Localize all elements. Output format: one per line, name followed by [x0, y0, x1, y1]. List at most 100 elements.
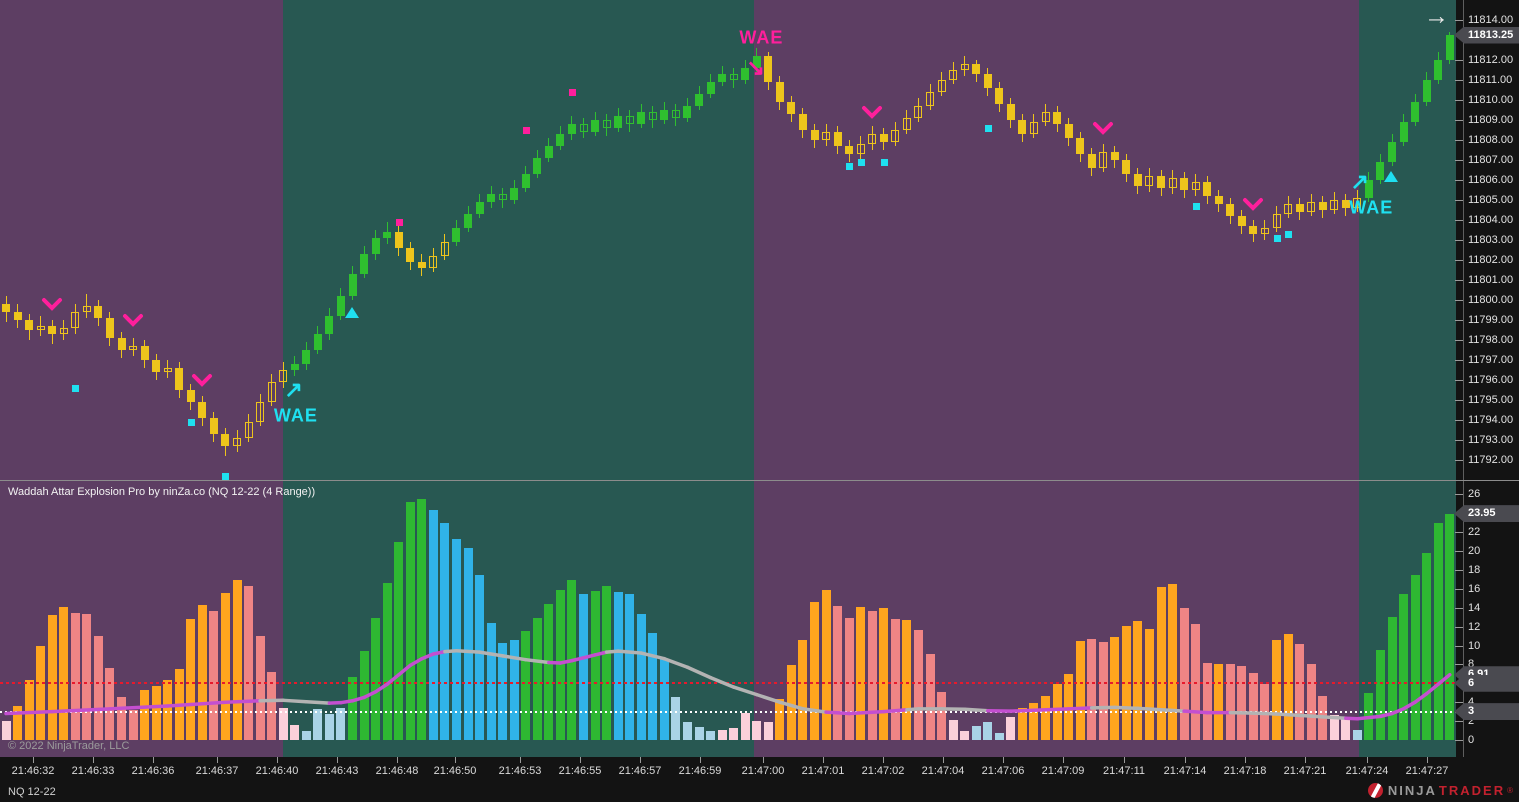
time-axis[interactable]	[0, 757, 1519, 802]
wae-histogram-bar	[278, 707, 288, 740]
wae-histogram-bar	[105, 668, 115, 740]
wae-histogram-bar	[405, 501, 415, 740]
brand-trader-text: TRADER	[1438, 783, 1506, 798]
ninjatrader-logo-icon	[1367, 783, 1383, 798]
candle-body	[879, 134, 888, 142]
candle-body	[1364, 180, 1373, 198]
candle-body	[94, 306, 103, 318]
wae-histogram-bar	[301, 731, 311, 740]
candle-body	[152, 360, 161, 372]
candle-body	[648, 112, 657, 120]
wae-histogram-bar	[937, 691, 947, 740]
wae-histogram-bar	[1041, 695, 1050, 740]
candle-body	[1041, 112, 1050, 122]
price-tick-mark	[1455, 400, 1463, 401]
indicator-tick-mark	[1455, 532, 1463, 534]
wae-histogram-bar	[1295, 643, 1305, 740]
candle-body	[1122, 160, 1131, 174]
candle-wick	[132, 338, 134, 356]
wae-histogram-bar	[70, 613, 80, 740]
wae-histogram-bar	[1087, 638, 1097, 740]
candle-body	[1226, 204, 1235, 216]
candle-wick	[444, 234, 446, 260]
indicator-tick-label: 18	[1468, 563, 1481, 576]
candle-body	[1330, 200, 1339, 210]
candle-body	[510, 188, 519, 200]
candle-wick	[1102, 144, 1104, 172]
time-tick-mark	[1124, 757, 1125, 763]
candle-wick	[929, 84, 931, 110]
last-price-badge: 11813.25	[1454, 26, 1519, 44]
candle-body	[1341, 200, 1350, 208]
candle-body	[233, 438, 241, 446]
wae-histogram-bar	[1283, 634, 1293, 740]
price-tick-label: 11808.00	[1468, 134, 1514, 146]
candle-body	[175, 368, 184, 390]
candle-body	[140, 346, 149, 360]
time-tick-label: 21:47:27	[1405, 765, 1449, 777]
candle-body	[741, 68, 750, 80]
wae-histogram-bar	[579, 593, 588, 740]
candle-body	[718, 74, 727, 82]
wae-signal-label: WAE	[1349, 197, 1394, 218]
candle-body	[429, 256, 438, 268]
candle-body	[198, 402, 207, 418]
wae-histogram-bar	[775, 699, 785, 740]
indicator-panel[interactable]	[0, 481, 1456, 757]
candle-body	[221, 434, 230, 446]
candle-wick	[63, 320, 65, 340]
indicator-tick-mark	[1455, 607, 1463, 609]
time-tick-label: 21:46:43	[315, 765, 359, 777]
wae-histogram-bar	[983, 722, 993, 740]
candle-body	[1099, 152, 1108, 168]
candle-body	[163, 368, 172, 372]
price-tick-mark	[1455, 60, 1463, 61]
candle-body	[1284, 204, 1293, 214]
candle-body	[360, 254, 369, 274]
indicator-tick-label: 26	[1468, 488, 1481, 501]
wae-histogram-bar	[1306, 664, 1316, 740]
time-tick-mark	[1185, 757, 1186, 763]
time-tick-label: 21:46:48	[375, 765, 419, 777]
go-to-latest-arrow-icon[interactable]: →	[1424, 2, 1449, 30]
price-tick-mark	[1455, 180, 1463, 181]
candle-wick	[825, 124, 827, 146]
candle-body	[452, 228, 461, 242]
wae-histogram-bar	[648, 633, 658, 740]
deadzone-line	[0, 710, 1456, 713]
wae-histogram-bar	[810, 602, 819, 740]
candle-body	[937, 80, 946, 92]
price-tick-mark	[1455, 100, 1463, 101]
wae-histogram-bar	[1133, 620, 1143, 740]
wae-histogram-bar	[867, 610, 877, 740]
candle-body	[926, 92, 934, 106]
candle-body	[1307, 202, 1316, 212]
candle-wick	[1172, 170, 1174, 194]
copyright-label: © 2022 NinjaTrader, LLC	[8, 740, 130, 752]
indicator-tick-label: 12	[1468, 620, 1481, 633]
wae-histogram-bar	[1, 721, 11, 740]
wae-histogram-bar	[371, 618, 381, 740]
sell-signal-arrow-icon	[192, 374, 213, 387]
candle-wick	[282, 362, 284, 388]
price-tick-label: 11814.00	[1468, 14, 1514, 26]
wae-histogram-bar	[1248, 672, 1258, 740]
wae-histogram-bar	[694, 726, 704, 740]
candle-body	[671, 110, 680, 118]
price-tick-label: 11810.00	[1468, 94, 1514, 106]
candle-body	[614, 116, 623, 128]
candle-body	[833, 132, 842, 146]
price-panel[interactable]: WAE ↗ WAE ↘ WAE ↗	[0, 0, 1456, 480]
wae-histogram-bar	[960, 731, 970, 740]
time-tick-label: 21:46:36	[131, 765, 175, 777]
time-tick-label: 21:46:33	[71, 765, 115, 777]
wae-histogram-bar	[13, 705, 23, 740]
wae-histogram-bar	[140, 689, 150, 740]
candle-body	[1434, 60, 1443, 80]
wae-histogram-bar	[1352, 729, 1362, 740]
time-tick-mark	[1305, 757, 1306, 763]
wae-histogram-bar	[902, 619, 912, 740]
price-tick-mark	[1455, 320, 1463, 321]
indicator-tick-mark	[1455, 645, 1463, 647]
candle-wick	[1148, 168, 1150, 192]
